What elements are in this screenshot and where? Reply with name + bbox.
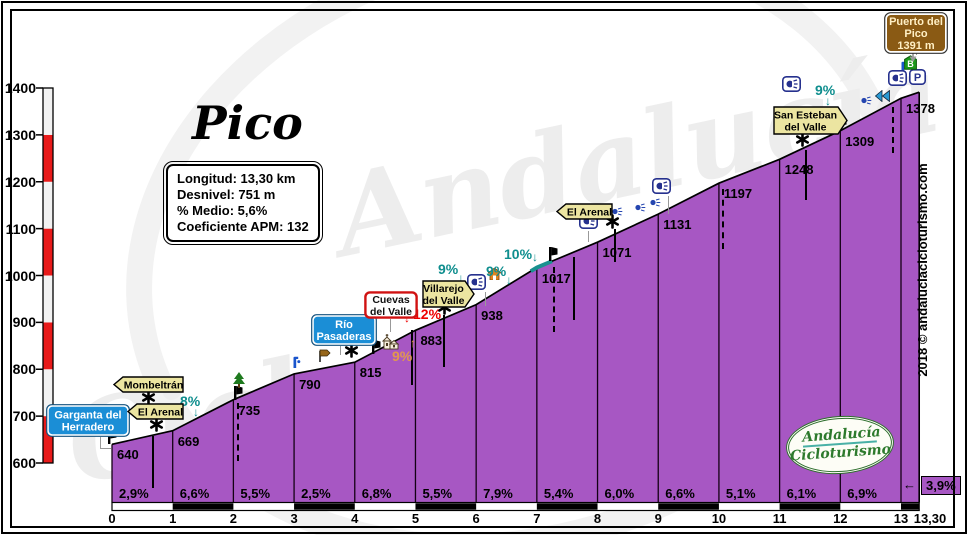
info-box-line: Desnivel: 751 m	[177, 187, 276, 202]
page-title: Pico	[192, 96, 303, 150]
final-gradient-badge: 3,9%	[921, 476, 961, 495]
copyright-text: 2018 © andaluciacicloturismo.com	[915, 163, 930, 377]
profile-area	[112, 92, 920, 503]
info-box-line: Longitud: 13,30 km	[177, 171, 296, 186]
info-box: Longitud: 13,30 km Desnivel: 751 m% Medio…	[163, 161, 323, 245]
info-box-line: % Medio: 5,6%	[177, 203, 268, 218]
info-box-line: Coeficiente APM: 132	[177, 219, 309, 234]
x-axis-end-label: 13,30	[913, 511, 947, 526]
final-gradient-arrow: ←	[903, 477, 916, 492]
